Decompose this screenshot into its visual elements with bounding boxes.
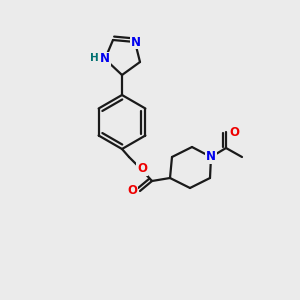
Text: O: O [127,184,137,197]
Text: N: N [100,52,110,65]
Text: O: O [229,125,239,139]
Text: N: N [131,35,141,49]
Text: H: H [90,53,98,63]
Text: O: O [137,163,147,176]
Text: N: N [206,151,216,164]
